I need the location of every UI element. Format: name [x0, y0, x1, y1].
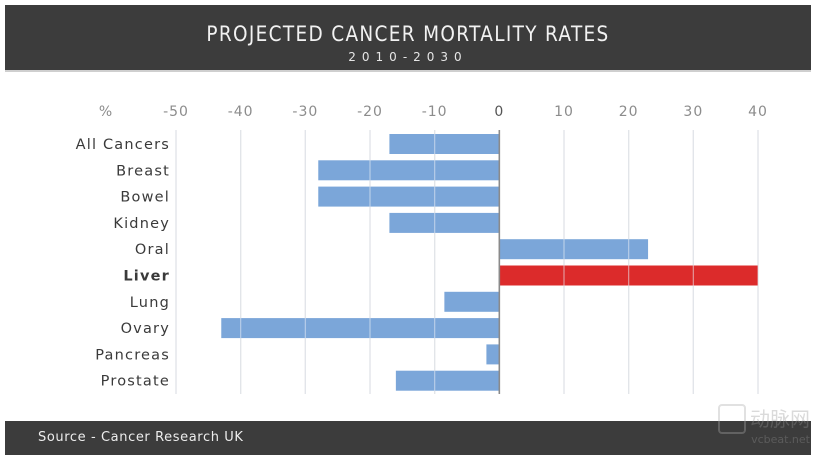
axis-unit-label: % [99, 104, 113, 120]
x-tick-label: 20 [619, 104, 639, 120]
watermark: 动脉网 vcbeat.net [718, 404, 810, 446]
bar-prostate [395, 370, 500, 391]
watermark-text-en: vcbeat.net [751, 433, 810, 446]
x-tick-label: -40 [228, 104, 254, 120]
x-tick-label: 40 [748, 104, 768, 120]
bar-ovary [221, 318, 500, 339]
chart-footer: Source - Cancer Research UK [5, 421, 811, 455]
category-labels: All Cancers Breast Bowel Kidney Oral Liver Lun… [76, 137, 170, 390]
x-tick-label: -30 [292, 104, 318, 120]
x-tick-label: -10 [422, 104, 448, 120]
category-label: Breast [116, 163, 170, 179]
bar-pancreas [486, 344, 500, 365]
watermark-text-cn: 动脉网 [750, 407, 810, 431]
x-tick-label: -20 [357, 104, 383, 120]
chart-subtitle: 2010-2030 [348, 50, 468, 64]
category-label: Oral [135, 242, 170, 258]
watermark-logo-icon [718, 404, 746, 434]
x-tick-label: 10 [554, 104, 574, 120]
chart-title: PROJECTED CANCER MORTALITY RATES [206, 22, 610, 46]
category-label: Bowel [120, 190, 170, 206]
x-tick-label: 30 [683, 104, 703, 120]
bar-kidney [389, 212, 500, 233]
x-tick-label: -50 [163, 104, 189, 120]
category-label: Lung [130, 295, 170, 311]
x-tick-label: 0 [494, 104, 504, 120]
bars [175, 130, 759, 394]
bar-lung [444, 291, 500, 312]
x-axis-ticks: -50 -40 -30 -20 -10 0 10 20 30 40% [99, 104, 768, 120]
category-label: Ovary [121, 321, 170, 337]
bar-oral [499, 239, 649, 260]
source-note: Source - Cancer Research UK [38, 430, 244, 445]
category-label: Liver [123, 269, 170, 285]
bar-all-cancers [389, 134, 500, 154]
category-label: Prostate [101, 374, 170, 390]
category-label: Pancreas [95, 347, 170, 363]
bar-bowel [318, 186, 500, 207]
bar-breast [318, 160, 500, 181]
category-label: Kidney [113, 216, 170, 232]
category-label: All Cancers [76, 137, 170, 153]
chart-header: PROJECTED CANCER MORTALITY RATES 2010-20… [5, 5, 811, 72]
